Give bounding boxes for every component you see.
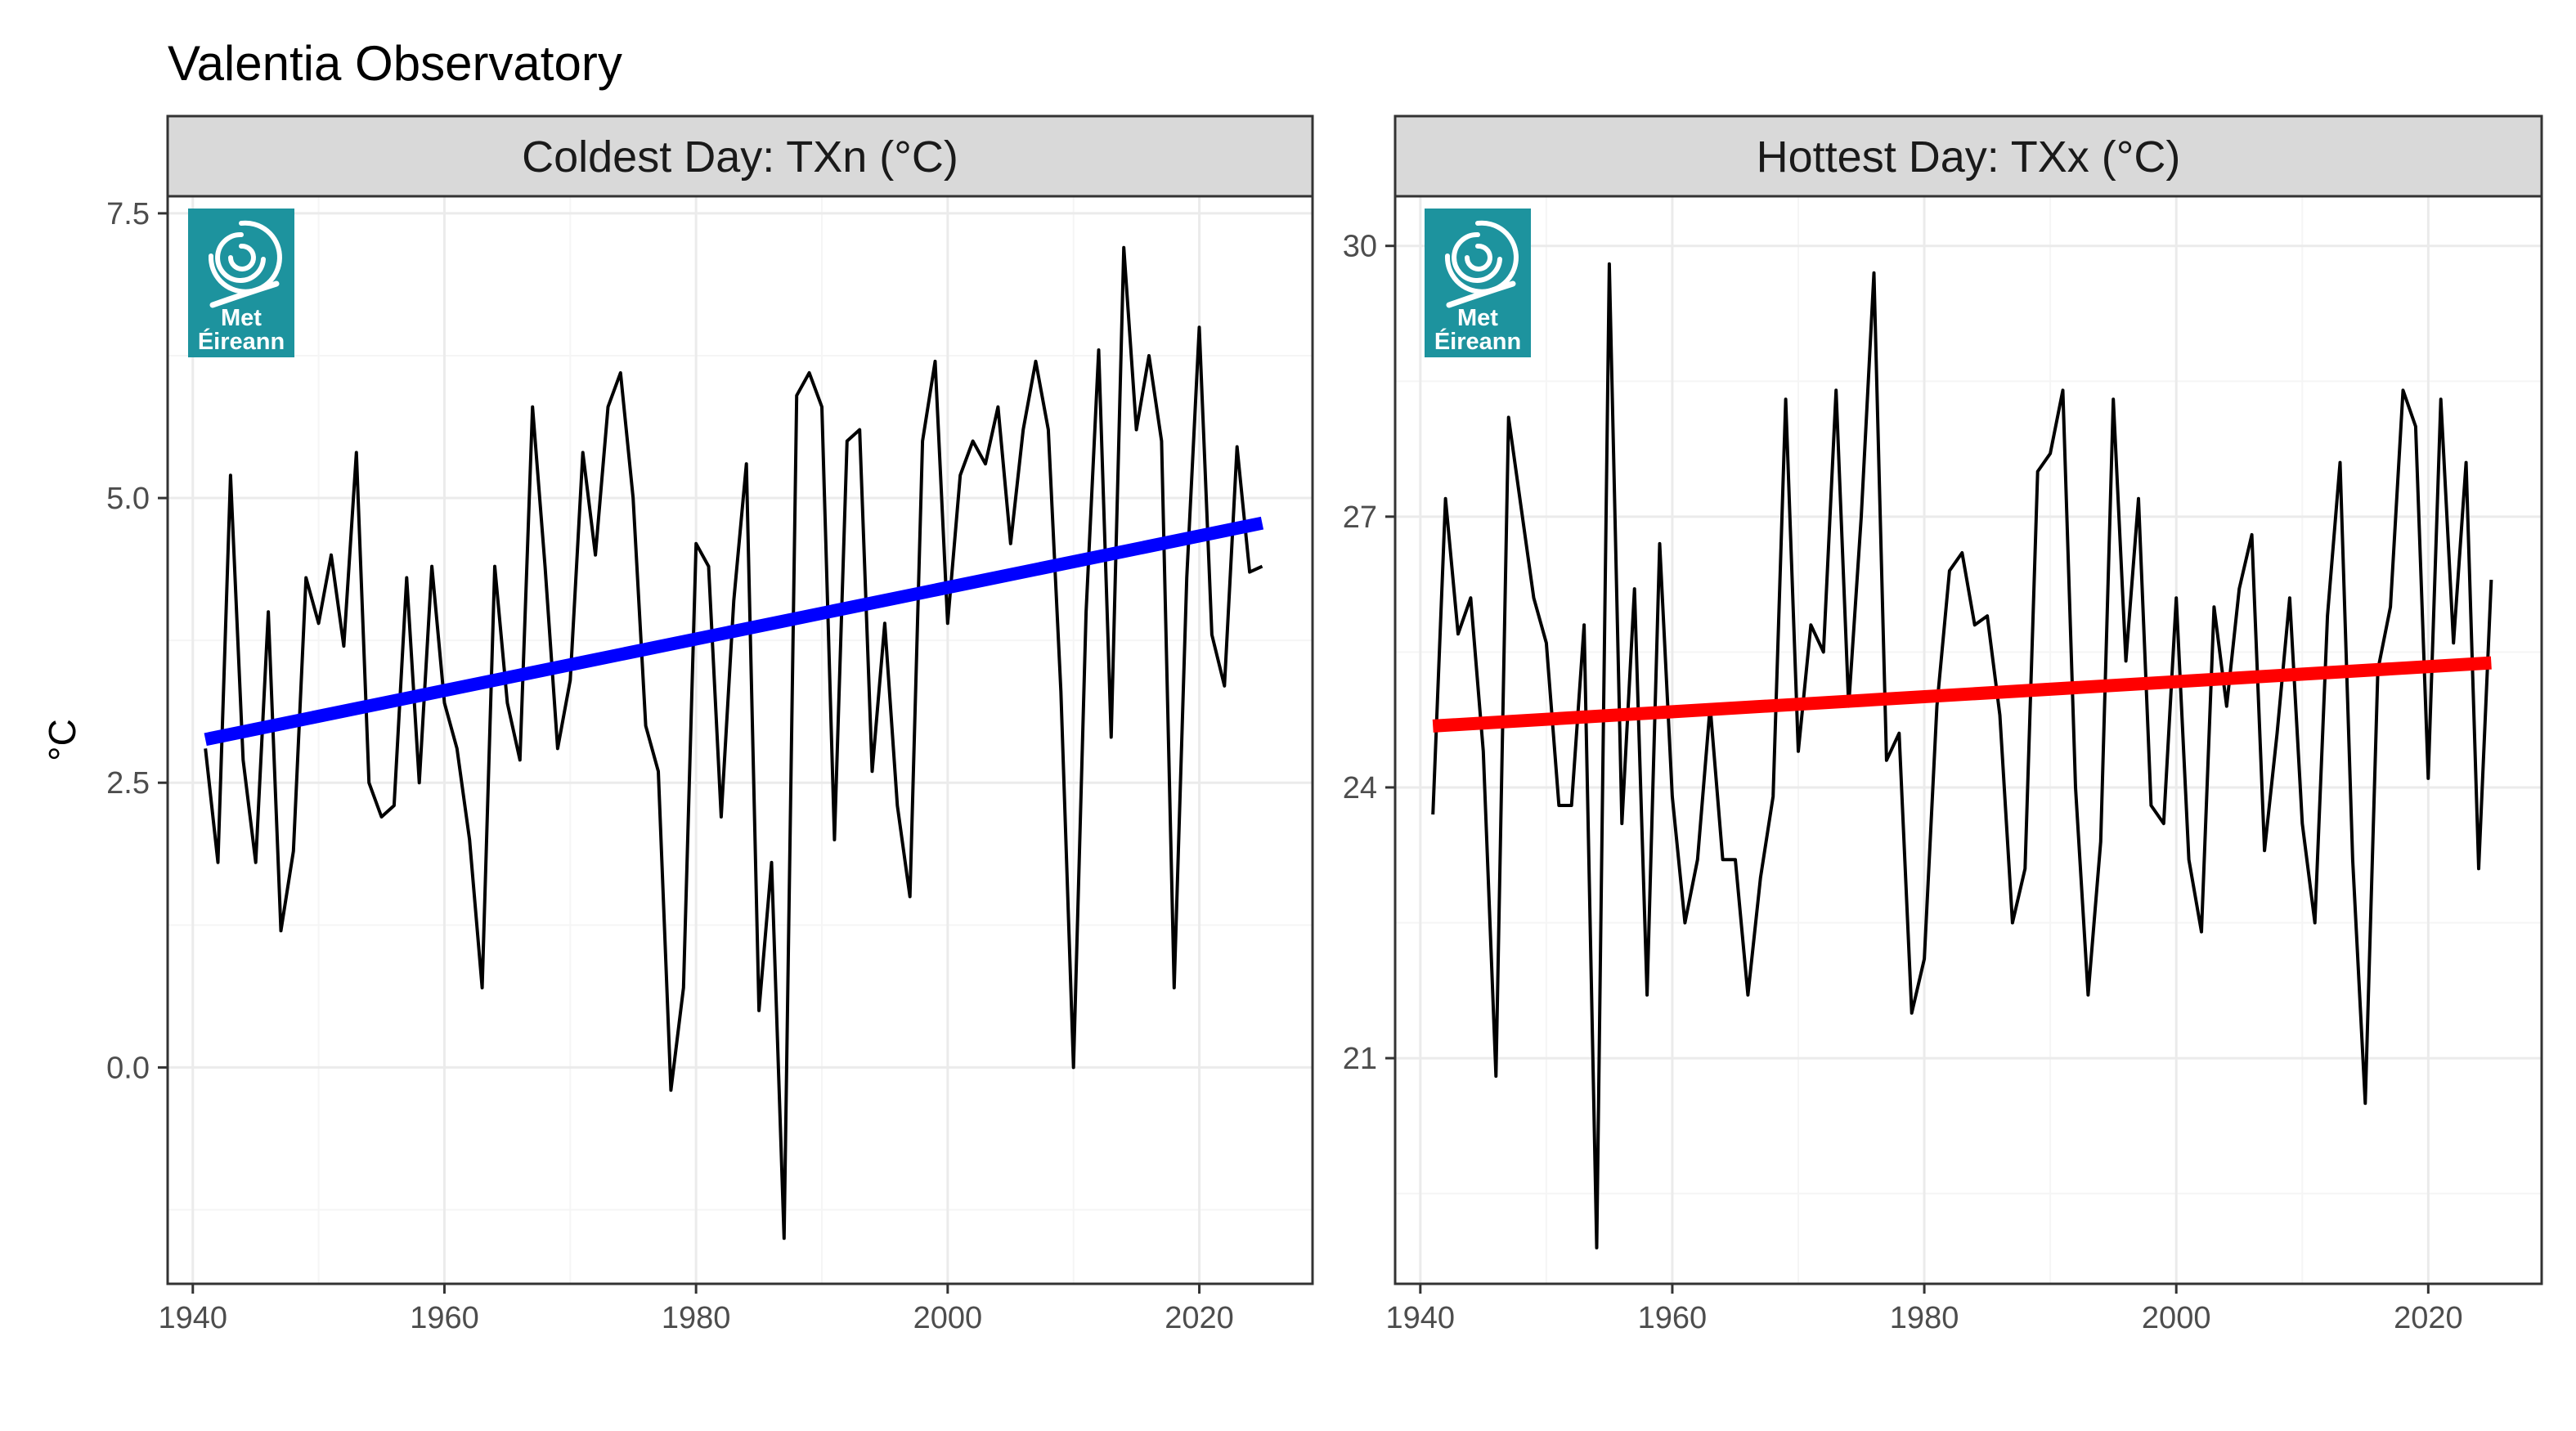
y-axis-title: °C — [41, 719, 83, 761]
facet-strip — [166, 114, 1314, 198]
y-tick-label: 7.5 — [106, 197, 150, 231]
y-tick-label: 27 — [1343, 500, 1377, 535]
logo-text-met: Met — [1457, 305, 1498, 331]
facet-strip-label: Hottest Day: TXx (°C) — [1757, 132, 2181, 182]
x-tick-label: 2000 — [913, 1301, 983, 1335]
panel-background — [1395, 196, 2542, 1284]
figure-title: Valentia Observatory — [168, 36, 622, 91]
data-series-line — [204, 245, 1263, 1240]
x-tick-label: 2020 — [2394, 1301, 2463, 1335]
panel-coldest-day: Coldest Day: TXn (°C) 1940 1960 1980 2000 202… — [106, 114, 1314, 1335]
facet-strip-label: Coldest Day: TXn (°C) — [522, 132, 958, 182]
x-tick-label: 1980 — [662, 1301, 731, 1335]
panel-border — [166, 195, 1314, 1285]
x-tick-label: 1940 — [158, 1301, 227, 1335]
panel-border — [1393, 195, 2543, 1285]
trend-line — [1432, 656, 2492, 733]
x-tick-label: 2000 — [2142, 1301, 2211, 1335]
y-tick-label: 2.5 — [106, 766, 150, 801]
y-tick-label: 21 — [1343, 1042, 1377, 1076]
logo-text-eireann: Éireann — [1434, 327, 1521, 355]
panel-hottest-day: Hottest Day: TXx (°C) 1940 1960 1980 2000 202… — [1343, 114, 2543, 1335]
y-tick-label: 5.0 — [106, 482, 150, 516]
trend-line — [204, 516, 1264, 747]
x-tick-label: 1940 — [1386, 1301, 1456, 1335]
x-tick-label: 1960 — [1638, 1301, 1708, 1335]
y-tick-label: 0.0 — [106, 1051, 150, 1085]
panel-background — [168, 196, 1313, 1284]
x-tick-label: 1980 — [1890, 1301, 1959, 1335]
y-tick-label: 30 — [1343, 230, 1377, 264]
logo-text-eireann: Éireann — [198, 327, 285, 355]
met-eireann-swirl-icon — [1444, 220, 1519, 308]
met-eireann-swirl-icon — [208, 220, 282, 308]
x-tick-label: 1960 — [410, 1301, 479, 1335]
x-tick-label: 2020 — [1165, 1301, 1234, 1335]
y-tick-label: 24 — [1343, 771, 1377, 805]
data-series-line — [1431, 262, 2493, 1249]
logo-text-met: Met — [221, 305, 262, 331]
